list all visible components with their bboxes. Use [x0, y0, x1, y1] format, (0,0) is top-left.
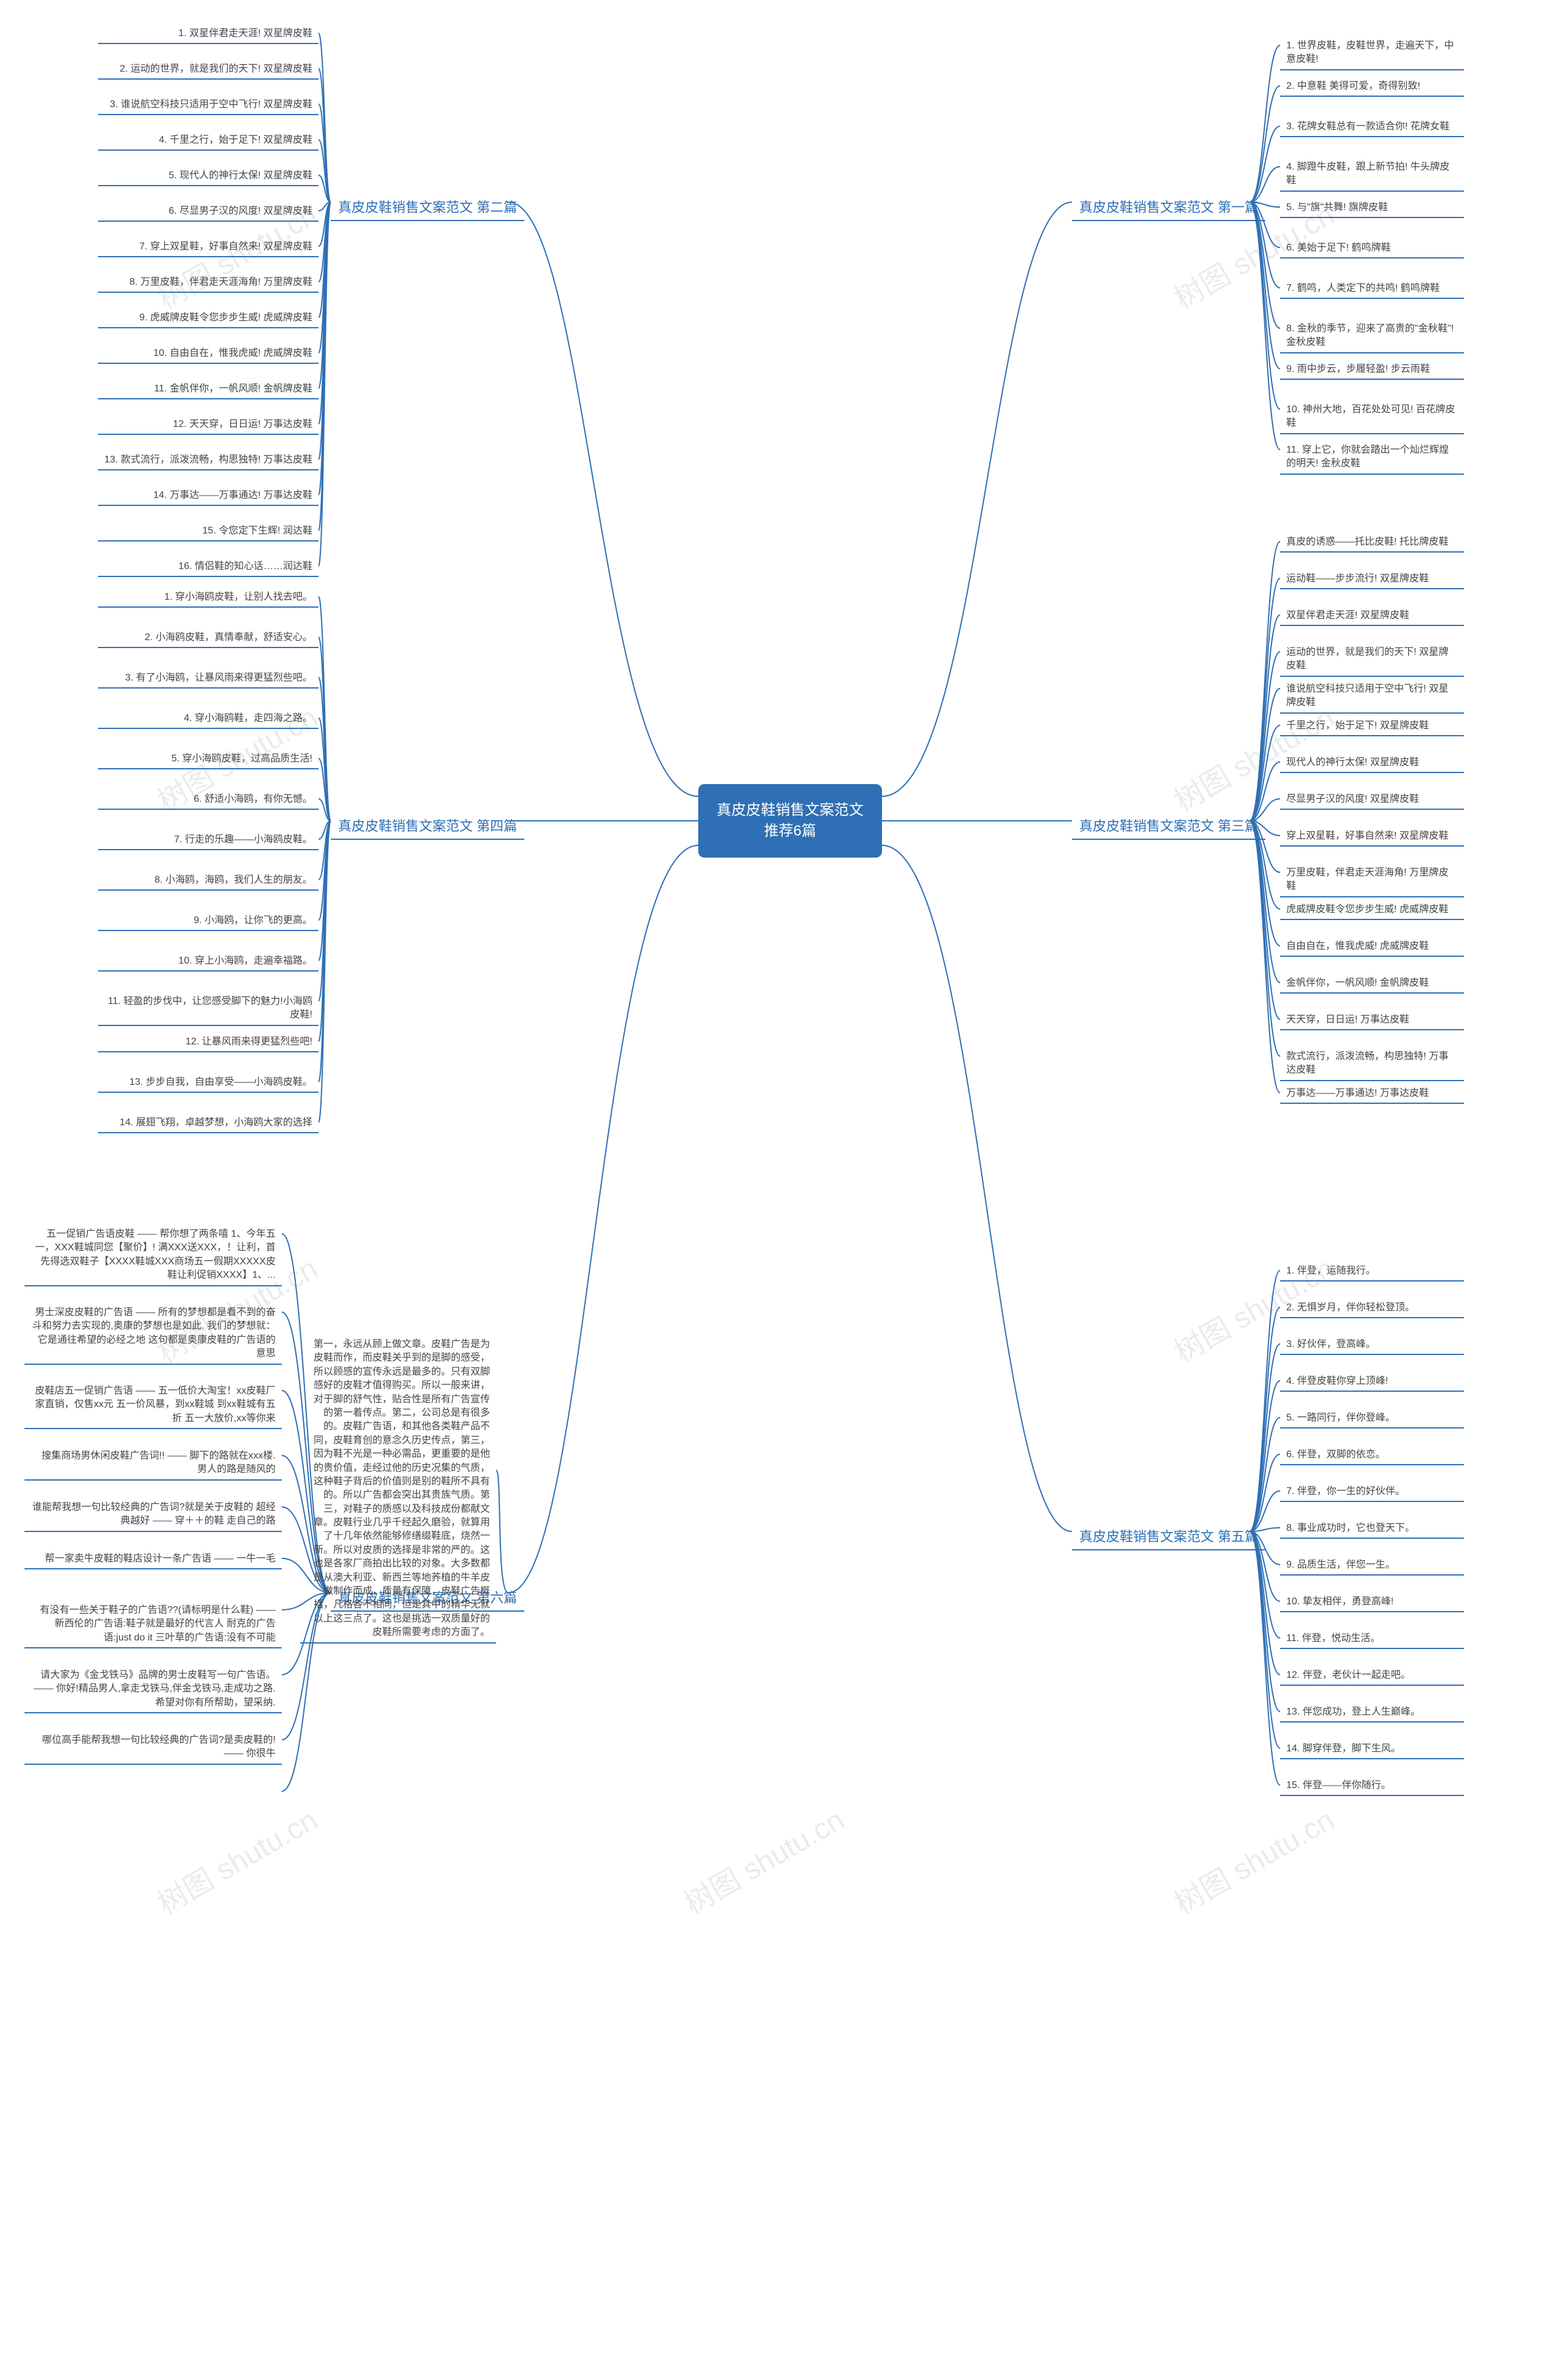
- leaf-item: 7. 伴登，你一生的好伙伴。: [1280, 1482, 1464, 1502]
- leaf-item: 搜集商场男休闲皮鞋广告词!! —— 脚下的路就在xxx楼. 男人的路是随风的: [24, 1447, 282, 1481]
- leaf-item: 8. 小海鸥，海鸥，我们人生的朋友。: [98, 871, 318, 891]
- watermark: 树图 shutu.cn: [148, 1796, 324, 1922]
- leaf-item: 帮一家卖牛皮鞋的鞋店设计一条广告语 —— 一牛一毛: [24, 1550, 282, 1569]
- leaf-item: 5. 一路同行，伴你登峰。: [1280, 1409, 1464, 1429]
- leaf-item: 8. 金秋的季节，迎来了高贵的"金秋鞋"! 金秋皮鞋: [1280, 320, 1464, 353]
- leaf-item: 14. 脚穿伴登，脚下生风。: [1280, 1740, 1464, 1759]
- leaf-item: 16. 情侣鞋的知心话……润达鞋: [98, 557, 318, 577]
- leaf-item: 第一，永远从顾上做文章。皮鞋广告是为皮鞋而作，而皮鞋关乎到的是脚的感受，所以顾感…: [300, 1335, 496, 1644]
- leaf-item: 14. 展翅飞翔，卓越梦想，小海鸥大家的选择: [98, 1114, 318, 1133]
- leaf-item: 1. 伴登，运随我行。: [1280, 1262, 1464, 1281]
- leaf-item: 9. 雨中步云，步履轻盈! 步云雨鞋: [1280, 360, 1464, 380]
- leaf-item: 万事达——万事通达! 万事达皮鞋: [1280, 1084, 1464, 1104]
- leaf-item: 6. 伴登，双脚的依恋。: [1280, 1446, 1464, 1465]
- leaf-item: 谁能帮我想一句比较经典的广告词?就是关于皮鞋的 超经典越好 —— 穿＋＋的鞋 走…: [24, 1498, 282, 1532]
- leaf-item: 1. 世界皮鞋，皮鞋世界，走遍天下，中意皮鞋!: [1280, 37, 1464, 70]
- branch-title-5: 真皮皮鞋销售文案范文 第五篇: [1072, 1522, 1265, 1550]
- leaf-item: 皮鞋店五一促销广告语 —— 五一低价大淘宝！xx皮鞋厂家直销，仅售xx元 五一价…: [24, 1382, 282, 1429]
- leaf-item: 10. 神州大地，百花处处可见! 百花牌皮鞋: [1280, 401, 1464, 434]
- leaf-item: 哪位高手能帮我想一句比较经典的广告词?是卖皮鞋的! —— 你很牛: [24, 1731, 282, 1765]
- root-node: 真皮皮鞋销售文案范文推荐6篇: [698, 784, 882, 858]
- leaf-item: 2. 无惧岁月，伴你轻松登顶。: [1280, 1299, 1464, 1318]
- leaf-item: 10. 挚友相伴，勇登高峰!: [1280, 1593, 1464, 1612]
- leaf-item: 13. 步步自我，自由享受——小海鸥皮鞋。: [98, 1073, 318, 1093]
- leaf-item: 真皮的诱惑——托比皮鞋! 托比牌皮鞋: [1280, 533, 1464, 553]
- leaf-item: 13. 款式流行，派泼流畅，构思独特! 万事达皮鞋: [98, 451, 318, 470]
- leaf-item: 请大家为《金戈铁马》品牌的男士皮鞋写一句广告语。—— 你好!精品男人,拿走戈铁马…: [24, 1666, 282, 1713]
- leaf-item: 5. 与"旗"共舞! 旗牌皮鞋: [1280, 198, 1464, 218]
- leaf-item: 10. 自由自在，惟我虎威! 虎威牌皮鞋: [98, 344, 318, 364]
- leaf-item: 2. 中意鞋 美得可爱，奇得别致!: [1280, 77, 1464, 97]
- leaf-item: 5. 穿小海鸥皮鞋，过高品质生活!: [98, 750, 318, 769]
- branch-title-2: 真皮皮鞋销售文案范文 第二篇: [331, 193, 524, 221]
- leaf-item: 13. 伴您成功，登上人生巅峰。: [1280, 1703, 1464, 1723]
- leaf-item: 8. 万里皮鞋，伴君走天涯海角! 万里牌皮鞋: [98, 273, 318, 293]
- leaf-item: 7. 鹤鸣，人类定下的共鸣! 鹤鸣牌鞋: [1280, 279, 1464, 299]
- leaf-item: 金帆伴你，一帆风顺! 金帆牌皮鞋: [1280, 974, 1464, 994]
- leaf-item: 9. 品质生活，伴您一生。: [1280, 1556, 1464, 1576]
- branch-title-4: 真皮皮鞋销售文案范文 第四篇: [331, 812, 524, 840]
- leaf-item: 谁说航空科技只适用于空中飞行! 双星牌皮鞋: [1280, 680, 1464, 714]
- leaf-item: 现代人的神行太保! 双星牌皮鞋: [1280, 753, 1464, 773]
- leaf-item: 7. 行走的乐趣——小海鸥皮鞋。: [98, 831, 318, 850]
- leaf-item: 9. 虎威牌皮鞋令您步步生威! 虎威牌皮鞋: [98, 309, 318, 328]
- leaf-item: 2. 小海鸥皮鞋，真情奉献，舒适安心。: [98, 628, 318, 648]
- watermark: 树图 shutu.cn: [675, 1796, 851, 1922]
- leaf-item: 6. 美始于足下! 鹤鸣牌鞋: [1280, 239, 1464, 259]
- leaf-item: 3. 有了小海鸥，让暴风雨来得更猛烈些吧。: [98, 669, 318, 689]
- leaf-item: 万里皮鞋，伴君走天涯海角! 万里牌皮鞋: [1280, 864, 1464, 897]
- leaf-item: 3. 好伙伴，登高峰。: [1280, 1335, 1464, 1355]
- leaf-item: 4. 脚蹬牛皮鞋，跟上新节拍! 牛头牌皮鞋: [1280, 158, 1464, 192]
- leaf-item: 6. 尽显男子汉的风度! 双星牌皮鞋: [98, 202, 318, 222]
- leaf-item: 12. 伴登，老伙计一起走吧。: [1280, 1666, 1464, 1686]
- leaf-item: 双星伴君走天涯! 双星牌皮鞋: [1280, 606, 1464, 626]
- leaf-item: 4. 伴登皮鞋你穿上顶峰!: [1280, 1372, 1464, 1392]
- leaf-item: 2. 运动的世界，就是我们的天下! 双星牌皮鞋: [98, 60, 318, 80]
- leaf-item: 款式流行，派泼流畅，构思独特! 万事达皮鞋: [1280, 1047, 1464, 1081]
- leaf-item: 5. 现代人的神行太保! 双星牌皮鞋: [98, 167, 318, 186]
- leaf-item: 11. 金帆伴你，一帆风顺! 金帆牌皮鞋: [98, 380, 318, 399]
- leaf-item: 11. 伴登，悦动生活。: [1280, 1629, 1464, 1649]
- leaf-item: 12. 天天穿，日日运! 万事达皮鞋: [98, 415, 318, 435]
- leaf-item: 11. 轻盈的步伐中，让您感受脚下的魅力!小海鸥皮鞋!: [98, 992, 318, 1026]
- leaf-item: 4. 千里之行，始于足下! 双星牌皮鞋: [98, 131, 318, 151]
- leaf-item: 有没有一些关于鞋子的广告语??(请标明是什么鞋) —— 新西伦的广告语:鞋子就是…: [24, 1601, 282, 1648]
- leaf-item: 12. 让暴风雨来得更猛烈些吧!: [98, 1033, 318, 1052]
- leaf-item: 千里之行，始于足下! 双星牌皮鞋: [1280, 717, 1464, 736]
- leaf-item: 4. 穿小海鸥鞋，走四海之路。: [98, 709, 318, 729]
- leaf-item: 1. 穿小海鸥皮鞋，让别人找去吧。: [98, 588, 318, 608]
- leaf-item: 14. 万事达——万事通达! 万事达皮鞋: [98, 486, 318, 506]
- leaf-item: 11. 穿上它，你就会踏出一个灿烂辉煌的明天! 金秋皮鞋: [1280, 441, 1464, 475]
- leaf-item: 天天穿，日日运! 万事达皮鞋: [1280, 1011, 1464, 1030]
- leaf-item: 自由自在，惟我虎威! 虎威牌皮鞋: [1280, 937, 1464, 957]
- leaf-item: 15. 令您定下生辉! 润达鞋: [98, 522, 318, 542]
- leaf-item: 尽显男子汉的风度! 双星牌皮鞋: [1280, 790, 1464, 810]
- leaf-item: 6. 舒适小海鸥，有你无憾。: [98, 790, 318, 810]
- leaf-item: 3. 谁说航空科技只适用于空中飞行! 双星牌皮鞋: [98, 96, 318, 115]
- leaf-item: 15. 伴登——伴你随行。: [1280, 1776, 1464, 1796]
- leaf-item: 虎威牌皮鞋令您步步生威! 虎威牌皮鞋: [1280, 900, 1464, 920]
- leaf-item: 运动的世界，就是我们的天下! 双星牌皮鞋: [1280, 643, 1464, 677]
- leaf-item: 8. 事业成功时，它也登天下。: [1280, 1519, 1464, 1539]
- branch-title-1: 真皮皮鞋销售文案范文 第一篇: [1072, 193, 1265, 221]
- leaf-item: 男士深皮皮鞋的广告语 —— 所有的梦想都是看不到的奋斗和努力去实现的,奥康的梦想…: [24, 1304, 282, 1365]
- leaf-item: 1. 双星伴君走天涯! 双星牌皮鞋: [98, 25, 318, 44]
- leaf-item: 3. 花牌女鞋总有一款适合你! 花牌女鞋: [1280, 118, 1464, 137]
- branch-title-3: 真皮皮鞋销售文案范文 第三篇: [1072, 812, 1265, 840]
- leaf-item: 五一促销广告语皮鞋 —— 帮你想了两条嘻 1、今年五一，XXX鞋城同您【聚价】!…: [24, 1225, 282, 1286]
- leaf-item: 运动鞋——步步流行! 双星牌皮鞋: [1280, 570, 1464, 589]
- watermark: 树图 shutu.cn: [1165, 1796, 1341, 1922]
- leaf-item: 7. 穿上双星鞋，好事自然来! 双星牌皮鞋: [98, 238, 318, 257]
- leaf-item: 9. 小海鸥，让你飞的更高。: [98, 912, 318, 931]
- leaf-item: 10. 穿上小海鸥，走遍幸福路。: [98, 952, 318, 972]
- leaf-item: 穿上双星鞋，好事自然来! 双星牌皮鞋: [1280, 827, 1464, 847]
